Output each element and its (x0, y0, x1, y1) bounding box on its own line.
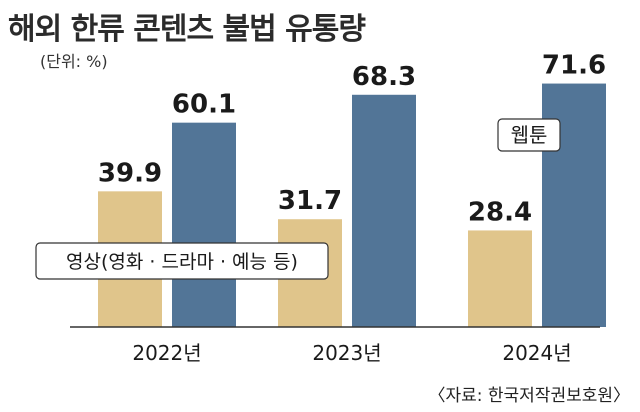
webtoon-value-label: 71.6 (542, 51, 606, 81)
chart-title: 해외 한류 콘텐츠 불법 유통량 (8, 12, 366, 47)
legend-video-label-box (35, 242, 329, 280)
video-bar-2024년 (468, 230, 532, 327)
x-tick-label: 2023년 (312, 341, 381, 365)
legend-webtoon-label-box (497, 118, 561, 152)
x-tick-label: 2022년 (132, 341, 201, 365)
source-note: 〈자료: 한국저작권보호원〉 (428, 386, 630, 406)
legend-webtoon-label: 웹툰 (511, 123, 548, 147)
webtoon-value-label: 68.3 (352, 62, 416, 92)
webtoon-bar-2023년 (352, 94, 416, 327)
webtoon-value-label: 60.1 (172, 90, 236, 120)
video-value-label: 28.4 (468, 197, 532, 227)
video-value-label: 31.7 (278, 186, 342, 216)
webtoon-bar-2022년 (172, 122, 236, 327)
unit-label: (단위: %) (40, 52, 108, 71)
legend-video-label: 영상(영화 · 드라마 · 예능 등) (66, 251, 298, 273)
video-value-label: 39.9 (98, 158, 162, 188)
x-tick-label: 2024년 (502, 341, 571, 365)
